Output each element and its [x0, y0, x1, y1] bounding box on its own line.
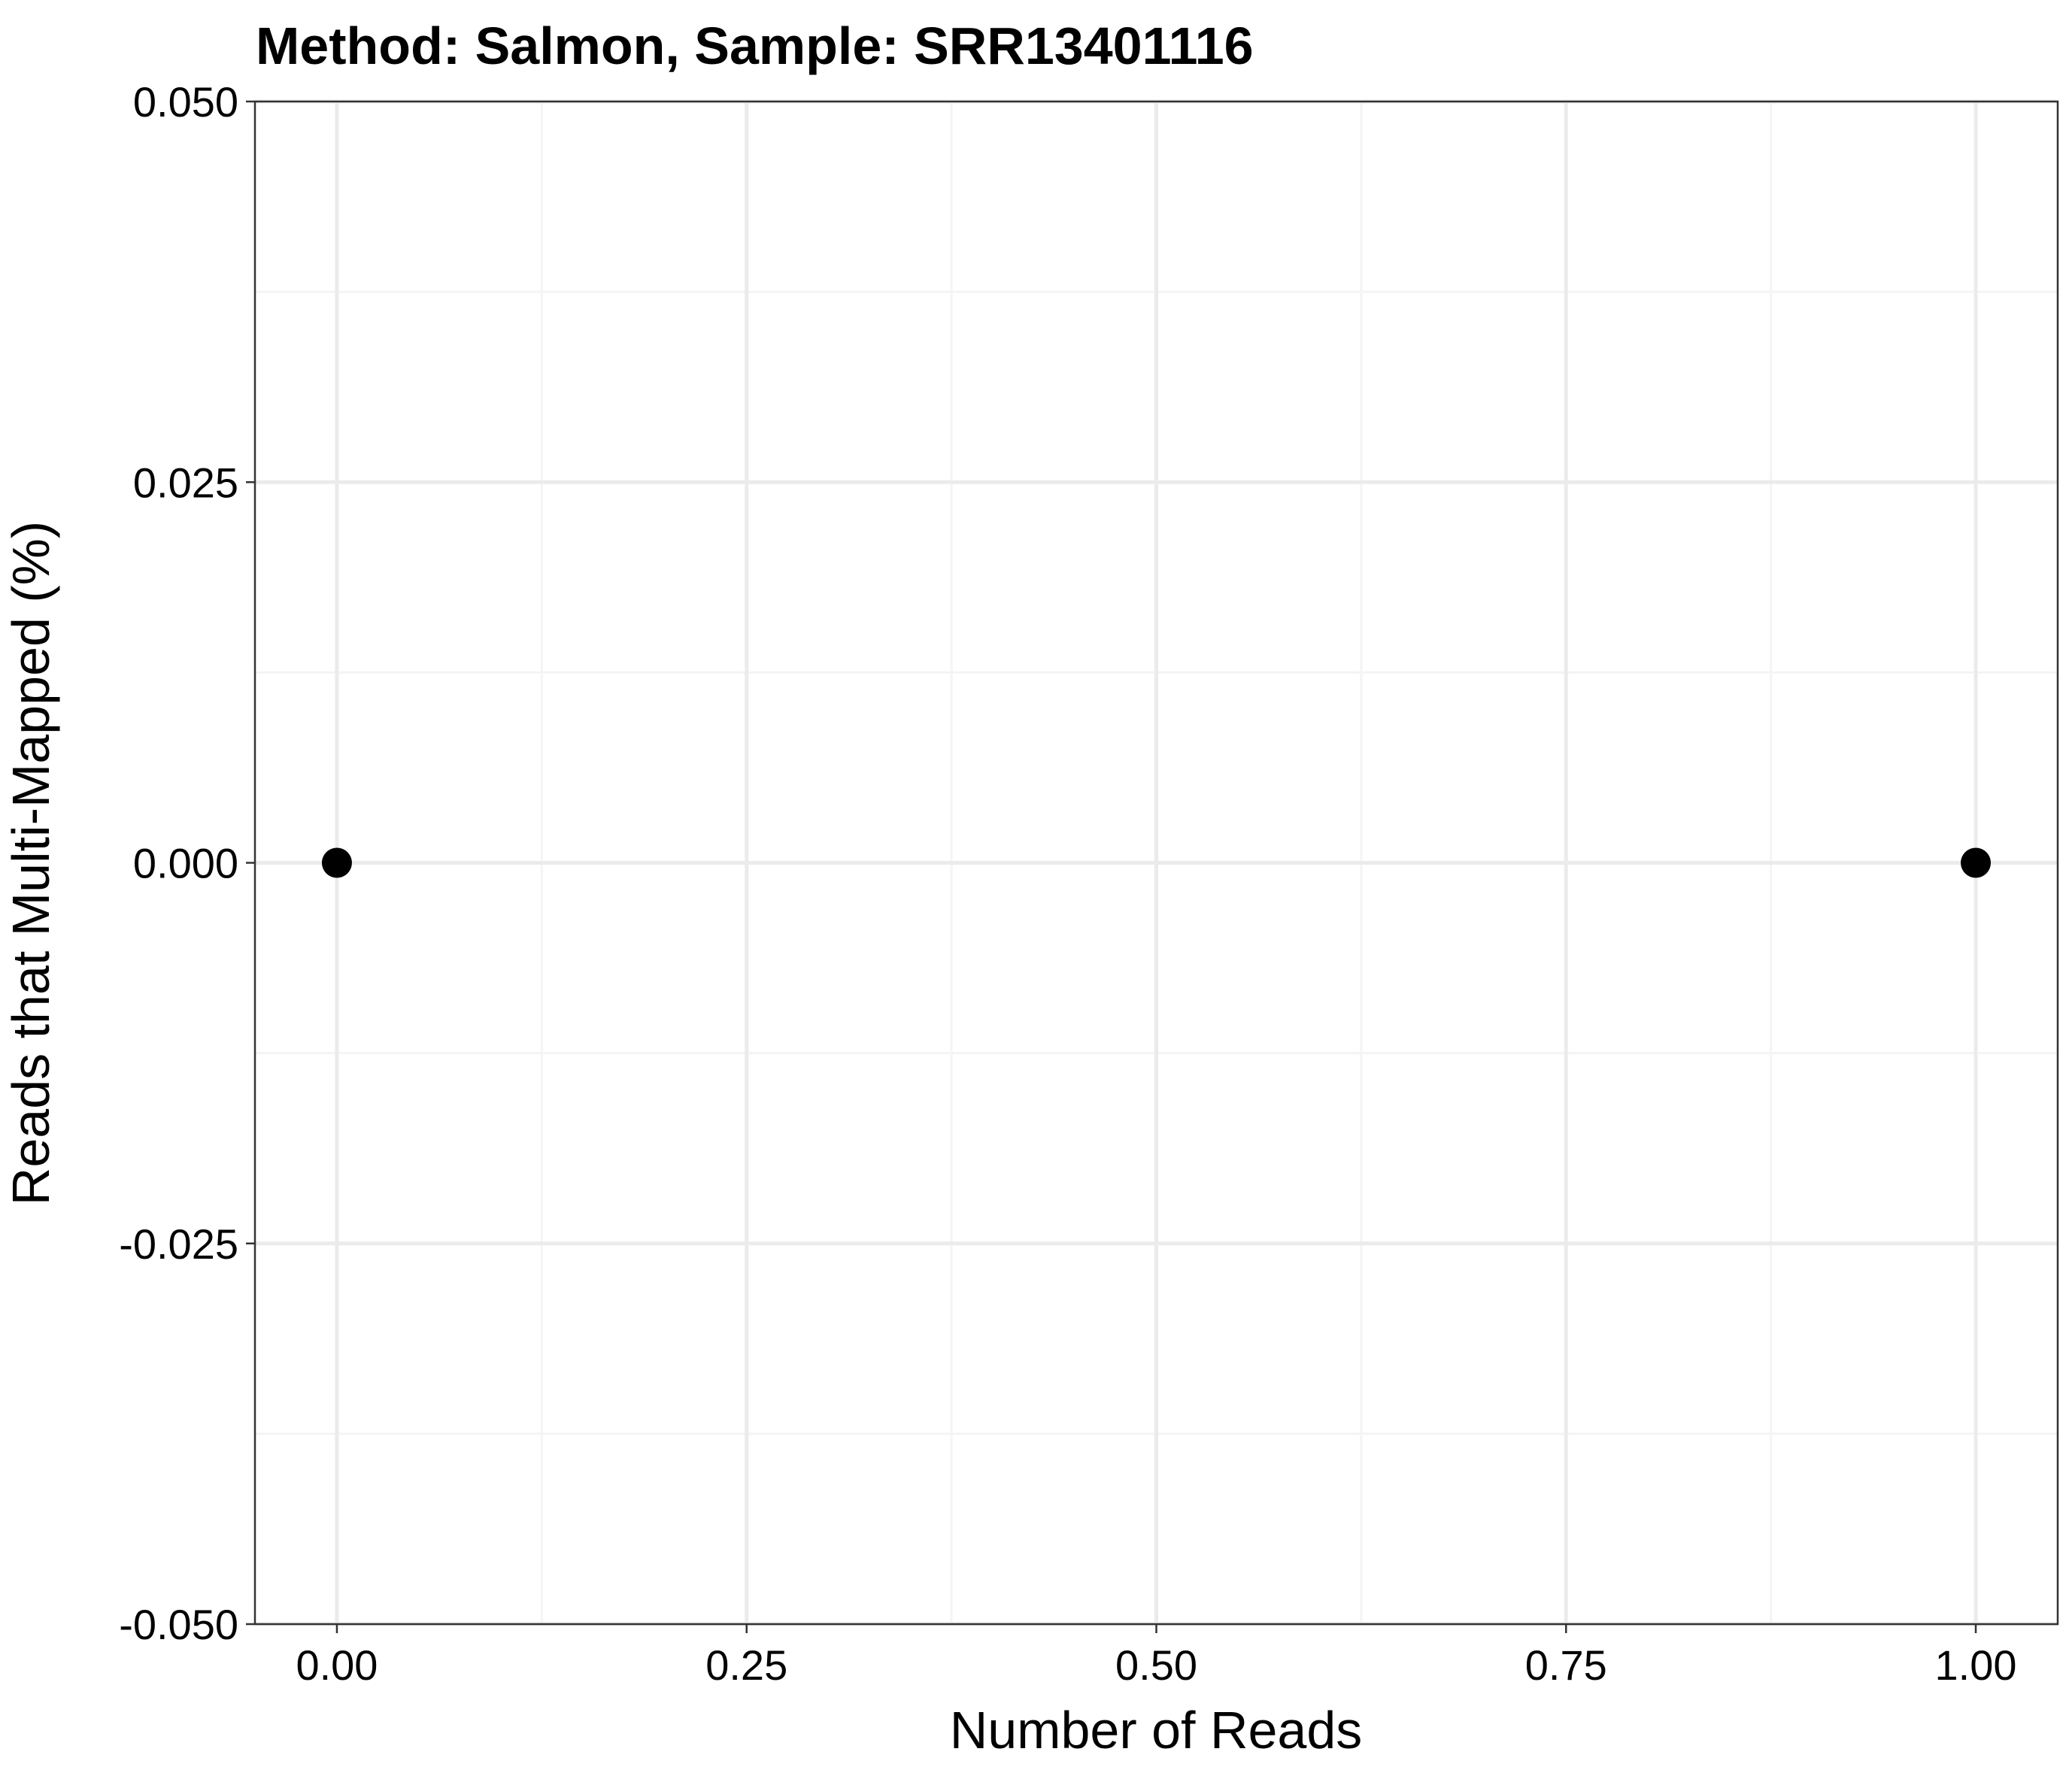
y-axis-title: Reads that Multi-Mapped (%) [2, 521, 60, 1205]
x-axis-ticks: 0.00 0.25 0.50 0.75 1.00 [296, 1624, 2017, 1689]
x-tick-label: 1.00 [1935, 1641, 2017, 1689]
x-tick-label: 0.25 [705, 1641, 787, 1689]
data-point [1961, 847, 1992, 878]
x-axis-title: Number of Reads [950, 1701, 1363, 1759]
chart-title: Method: Salmon, Sample: SRR13401116 [256, 17, 1254, 75]
y-tick-label: -0.050 [119, 1601, 238, 1648]
y-tick-label: 0.050 [133, 78, 238, 126]
y-tick-label: 0.025 [133, 459, 238, 506]
y-tick-label: -0.025 [119, 1220, 238, 1268]
data-points [321, 847, 1992, 878]
y-tick-label: 0.000 [133, 840, 238, 887]
data-point [321, 847, 352, 878]
x-tick-label: 0.50 [1115, 1641, 1197, 1689]
y-axis-ticks: -0.050 -0.025 0.000 0.025 0.050 [119, 78, 255, 1648]
x-tick-label: 0.75 [1525, 1641, 1607, 1689]
x-tick-label: 0.00 [296, 1641, 378, 1689]
